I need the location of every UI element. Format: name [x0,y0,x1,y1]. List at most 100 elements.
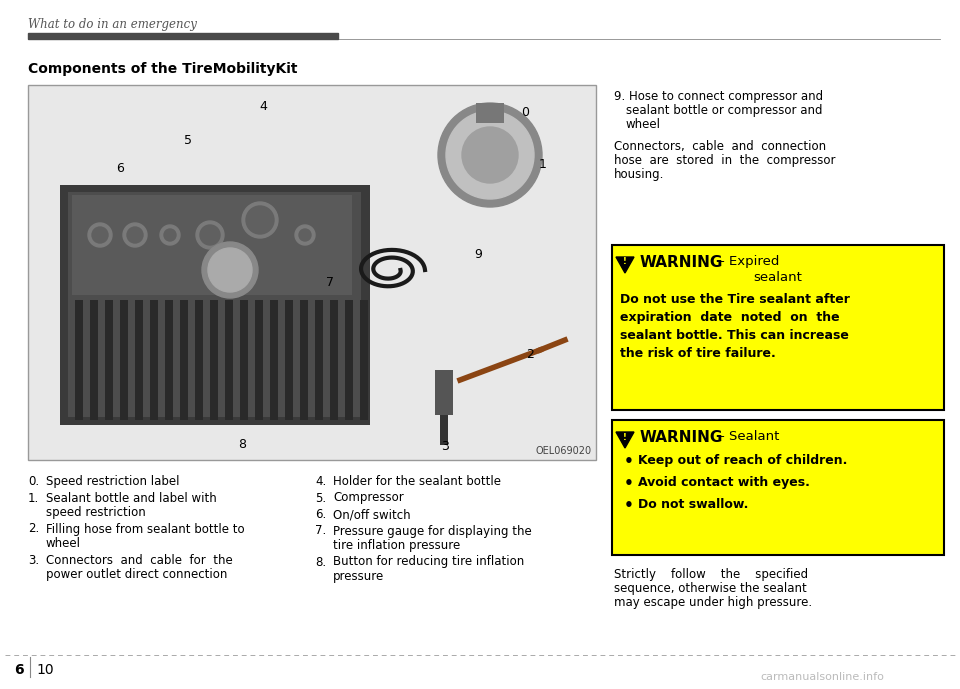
Bar [225,300,233,420]
Text: WARNING: WARNING [640,430,724,445]
Text: 9. Hose to connect compressor and: 9. Hose to connect compressor and [614,90,823,103]
Text: Components of the TireMobilityKit: Components of the TireMobilityKit [28,62,298,76]
Circle shape [200,225,220,245]
Bar [285,300,293,420]
Bar [150,300,158,420]
Circle shape [88,223,112,247]
Text: wheel: wheel [46,537,81,550]
Text: What to do in an emergency: What to do in an emergency [28,18,197,31]
Text: sealant: sealant [754,271,803,284]
Circle shape [446,111,534,199]
Bar [105,300,113,420]
Text: 1: 1 [540,158,547,172]
Bar [28,85,596,460]
Text: carmanualsonline.info: carmanualsonline.info [760,672,884,682]
Text: 0.: 0. [28,475,39,488]
Bar [360,300,368,420]
Text: Sealant bottle and label with: Sealant bottle and label with [46,491,217,504]
Circle shape [208,248,252,292]
Bar [300,300,308,420]
Bar [435,370,453,415]
Text: Strictly    follow    the    specified: Strictly follow the specified [614,568,808,581]
Text: power outlet direct connection: power outlet direct connection [46,568,228,581]
Text: 4: 4 [259,101,267,114]
Text: - Expired: - Expired [720,255,780,268]
Text: 0: 0 [521,107,529,119]
Text: Speed restriction label: Speed restriction label [46,475,180,488]
Bar [330,300,338,420]
Text: 5.: 5. [315,491,326,504]
Text: 2.: 2. [28,522,39,535]
Bar [75,300,83,420]
Text: Do not swallow.: Do not swallow. [638,498,749,511]
Text: 9: 9 [474,249,482,262]
Text: 10: 10 [36,663,54,677]
Text: Pressure gauge for displaying the: Pressure gauge for displaying the [333,524,532,537]
Bar [612,420,944,555]
Bar [440,415,448,445]
Text: Holder for the sealant bottle: Holder for the sealant bottle [333,475,501,488]
Bar [180,300,188,420]
Text: 7.: 7. [315,524,326,537]
Polygon shape [616,432,634,448]
Text: - Sealant: - Sealant [720,430,780,443]
Bar [195,300,203,420]
Text: 4.: 4. [315,475,326,488]
Text: sealant bottle. This can increase: sealant bottle. This can increase [620,329,849,342]
Bar [72,195,352,295]
Bar [60,185,370,425]
Text: OEL069020: OEL069020 [536,446,592,456]
Text: hose  are  stored  in  the  compressor: hose are stored in the compressor [614,154,835,167]
Bar [165,300,173,420]
Text: 6.: 6. [315,508,326,521]
Circle shape [295,225,315,245]
Text: !: ! [623,433,627,442]
Text: 3.: 3. [28,553,39,566]
Text: •: • [624,476,634,491]
Bar [28,33,338,39]
Circle shape [196,221,224,249]
Bar [68,192,361,417]
Bar [90,300,98,420]
Circle shape [92,227,108,243]
Bar [255,300,263,420]
Text: 1.: 1. [28,491,39,504]
Text: •: • [624,498,634,513]
Text: WARNING: WARNING [640,255,724,270]
Circle shape [202,242,258,298]
Text: Button for reducing tire inflation: Button for reducing tire inflation [333,555,524,568]
Text: 2: 2 [526,349,534,362]
Text: tire inflation pressure: tire inflation pressure [333,539,460,552]
Text: housing.: housing. [614,168,664,181]
Text: On/off switch: On/off switch [333,508,411,521]
Bar [210,300,218,420]
Text: speed restriction: speed restriction [46,506,146,519]
Bar [315,300,323,420]
Text: Connectors  and  cable  for  the: Connectors and cable for the [46,553,232,566]
Text: 3: 3 [441,440,449,453]
Circle shape [164,229,176,241]
Bar [135,300,143,420]
Text: 8.: 8. [315,555,326,568]
Text: 6: 6 [14,663,24,677]
Text: 8: 8 [238,438,246,451]
Bar [240,300,248,420]
Text: wheel: wheel [626,118,661,131]
Circle shape [438,103,542,207]
Text: 5: 5 [184,134,192,147]
Text: 6: 6 [116,161,124,174]
Bar [345,300,353,420]
Bar [476,103,504,123]
Circle shape [246,206,274,234]
Text: 7: 7 [326,276,334,289]
Bar [270,300,278,420]
Text: pressure: pressure [333,570,384,583]
Circle shape [127,227,143,243]
Bar [120,300,128,420]
Circle shape [123,223,147,247]
Circle shape [299,229,311,241]
Text: expiration  date  noted  on  the: expiration date noted on the [620,311,840,324]
Bar [612,245,944,410]
Text: Keep out of reach of children.: Keep out of reach of children. [638,454,848,467]
Text: Filling hose from sealant bottle to: Filling hose from sealant bottle to [46,522,245,535]
